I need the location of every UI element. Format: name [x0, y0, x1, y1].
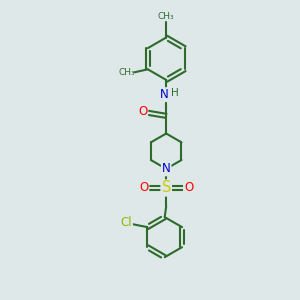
- Text: CH₃: CH₃: [118, 68, 135, 77]
- Text: N: N: [162, 162, 171, 175]
- Text: O: O: [138, 105, 147, 118]
- Text: S: S: [161, 181, 171, 196]
- Text: O: O: [139, 182, 148, 194]
- Text: N: N: [160, 88, 169, 101]
- Text: O: O: [184, 182, 193, 194]
- Text: CH₃: CH₃: [158, 12, 175, 21]
- Text: Cl: Cl: [120, 216, 132, 229]
- Text: H: H: [171, 88, 178, 98]
